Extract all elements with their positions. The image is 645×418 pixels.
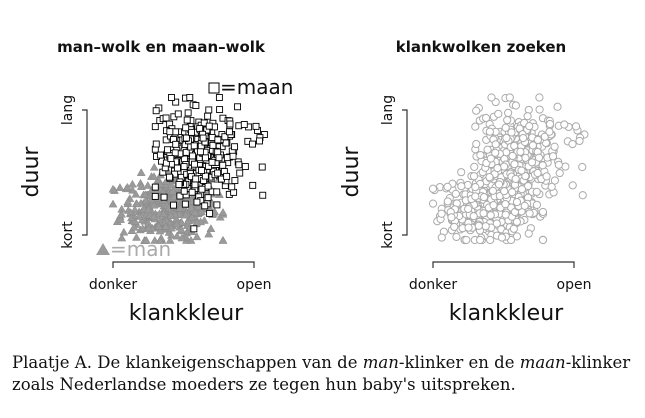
x-tick-donker: donker: [409, 277, 458, 293]
caption-text-2: -klinker en de: [398, 353, 520, 372]
y-axis-line: [82, 109, 88, 236]
left-scatter-plot: duur lang kort donker open klankkleur =m…: [19, 75, 293, 326]
caption-text-1: De klankeigenschappen van de: [91, 353, 363, 372]
man-triangle-icon: [96, 243, 110, 255]
right-scatter-plot: duur lang kort donker open klankkleur: [339, 93, 592, 326]
scatter-points: [108, 94, 268, 244]
figure-caption: Plaatje A. De klankeigenschappen van de …: [12, 352, 632, 396]
left-chart-title: man–wolk en maan–wolk: [57, 38, 265, 56]
x-axis-line: [112, 261, 255, 268]
x-axis-label: klankkleur: [449, 301, 564, 326]
y-axis-label: duur: [19, 146, 44, 198]
caption-text-3: -klinker zoals Nederlandse moeders ze te…: [12, 353, 631, 394]
x-axis-label: klankkleur: [129, 301, 244, 326]
x-tick-donker: donker: [89, 277, 138, 293]
y-axis-line: [402, 109, 408, 236]
x-axis-line: [432, 261, 575, 268]
x-tick-open: open: [237, 277, 272, 293]
scatter-points: [428, 93, 589, 245]
y-tick-kort: kort: [60, 221, 76, 249]
caption-emph-man: man: [362, 353, 399, 372]
right-chart-panel: klankwolken zoeken duur lang kort donker…: [320, 0, 642, 335]
right-chart-title: klankwolken zoeken: [395, 38, 567, 56]
y-axis-label: duur: [339, 146, 364, 198]
caption-emph-maan: maan: [519, 353, 566, 372]
y-tick-kort: kort: [380, 221, 396, 249]
y-tick-lang: lang: [380, 95, 396, 125]
legend-man: =man: [110, 237, 171, 261]
x-tick-open: open: [557, 277, 592, 293]
left-chart-panel: man–wolk en maan–wolk duur lang kort don…: [0, 0, 322, 335]
maan-square-icon: [208, 82, 220, 94]
legend-maan: =maan: [220, 75, 293, 99]
caption-label: Plaatje A.: [12, 353, 92, 372]
y-tick-lang: lang: [60, 95, 76, 125]
